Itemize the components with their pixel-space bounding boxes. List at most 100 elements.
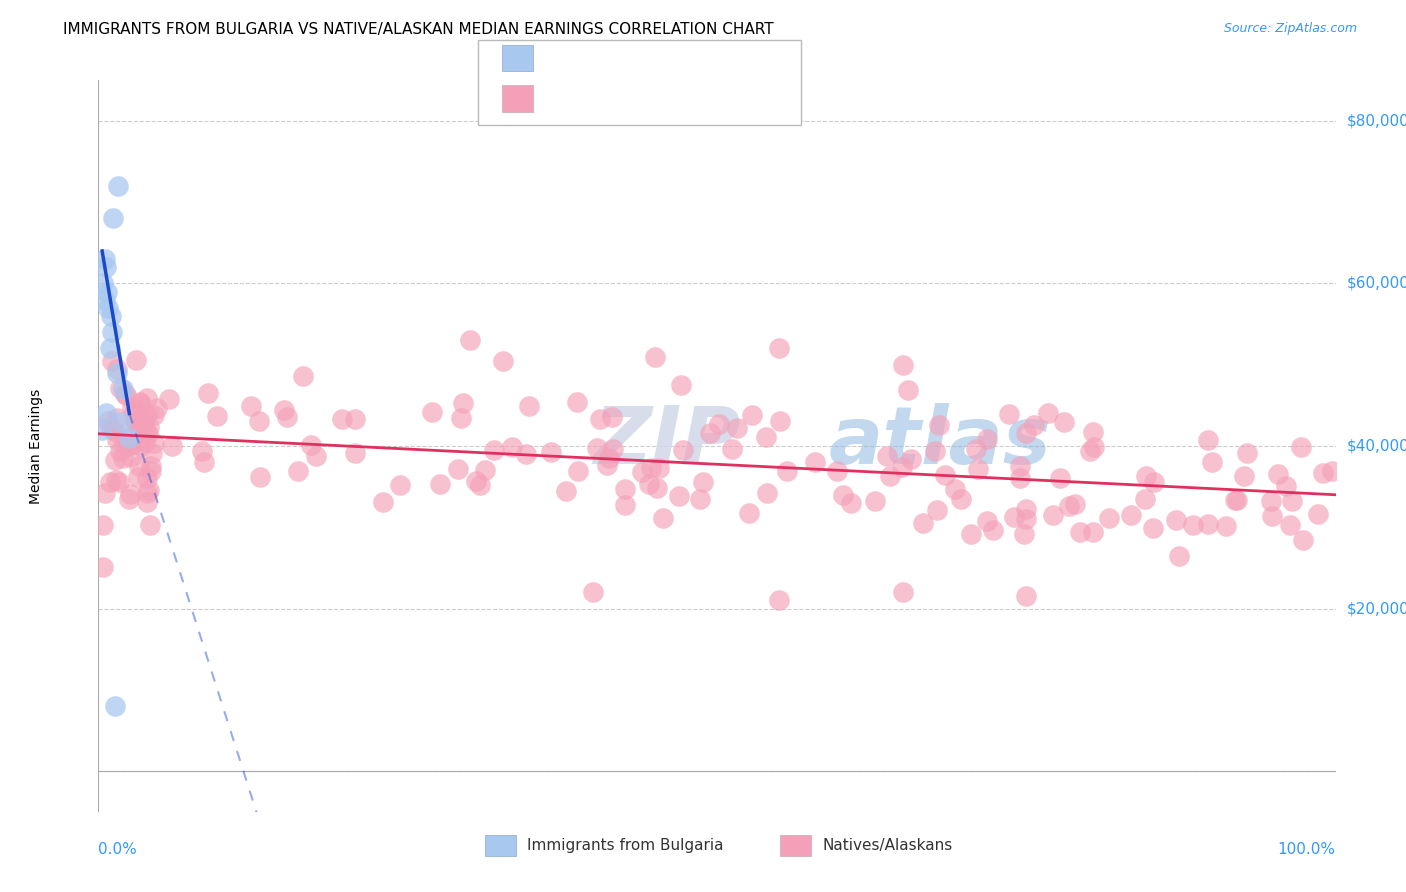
Natives/Alaskans (98, 475, 121, 490)
Natives/Alaskans (897, 383, 920, 397)
Natives/Alaskans (453, 396, 475, 410)
Natives/Alaskans (136, 427, 159, 442)
Immigrants from Bulgaria (112, 382, 135, 396)
Natives/Alaskans (756, 486, 779, 500)
Natives/Alaskans (94, 486, 117, 500)
Natives/Alaskans (1197, 517, 1219, 532)
Immigrants from Bulgaria (100, 309, 122, 323)
Natives/Alaskans (129, 439, 152, 453)
Immigrants from Bulgaria (93, 277, 115, 291)
Natives/Alaskans (924, 443, 946, 458)
Natives/Alaskans (110, 443, 132, 458)
Natives/Alaskans (1215, 519, 1237, 533)
Natives/Alaskans (879, 468, 901, 483)
Natives/Alaskans (965, 442, 987, 456)
Natives/Alaskans (1320, 465, 1343, 479)
Natives/Alaskans (91, 560, 114, 574)
Natives/Alaskans (613, 498, 636, 512)
Immigrants from Bulgaria (107, 178, 129, 193)
Natives/Alaskans (105, 433, 128, 447)
Text: -0.302: -0.302 (589, 51, 654, 69)
Natives/Alaskans (863, 494, 886, 508)
Natives/Alaskans (160, 439, 183, 453)
Natives/Alaskans (1097, 511, 1119, 525)
Natives/Alaskans (138, 483, 160, 498)
Natives/Alaskans (115, 388, 138, 402)
Natives/Alaskans (768, 342, 790, 356)
Natives/Alaskans (474, 462, 496, 476)
Natives/Alaskans (1049, 471, 1071, 485)
Immigrants from Bulgaria (97, 301, 120, 315)
Natives/Alaskans (586, 441, 609, 455)
Natives/Alaskans (1083, 425, 1105, 440)
Natives/Alaskans (630, 465, 652, 479)
Natives/Alaskans (998, 408, 1021, 422)
Natives/Alaskans (692, 475, 714, 489)
Natives/Alaskans (388, 478, 411, 492)
Natives/Alaskans (120, 487, 142, 501)
Natives/Alaskans (373, 494, 395, 508)
Natives/Alaskans (1142, 521, 1164, 535)
Natives/Alaskans (239, 399, 262, 413)
Natives/Alaskans (1008, 471, 1031, 485)
Natives/Alaskans (105, 473, 128, 487)
Natives/Alaskans (97, 414, 120, 428)
Text: $20,000: $20,000 (1347, 601, 1406, 616)
Natives/Alaskans (741, 409, 763, 423)
Natives/Alaskans (589, 412, 612, 426)
Natives/Alaskans (1081, 525, 1104, 540)
Natives/Alaskans (287, 464, 309, 478)
Text: Immigrants from Bulgaria: Immigrants from Bulgaria (527, 838, 724, 853)
Natives/Alaskans (482, 443, 505, 458)
Natives/Alaskans (775, 464, 797, 478)
Natives/Alaskans (959, 526, 981, 541)
Natives/Alaskans (1289, 441, 1312, 455)
Natives/Alaskans (1008, 458, 1031, 473)
Natives/Alaskans (966, 462, 988, 476)
Natives/Alaskans (1002, 510, 1025, 524)
Natives/Alaskans (1260, 494, 1282, 508)
Natives/Alaskans (925, 503, 948, 517)
Natives/Alaskans (1057, 499, 1080, 513)
Text: 100.0%: 100.0% (1278, 842, 1336, 857)
Natives/Alaskans (468, 478, 491, 492)
Text: Source: ZipAtlas.com: Source: ZipAtlas.com (1223, 22, 1357, 36)
Immigrants from Bulgaria (93, 293, 115, 307)
Natives/Alaskans (1015, 425, 1038, 440)
Natives/Alaskans (134, 435, 156, 450)
Natives/Alaskans (648, 460, 671, 475)
Natives/Alaskans (1119, 508, 1142, 523)
Natives/Alaskans (689, 491, 711, 506)
Natives/Alaskans (120, 450, 142, 464)
Natives/Alaskans (458, 334, 481, 348)
Natives/Alaskans (1233, 469, 1256, 483)
Natives/Alaskans (139, 518, 162, 533)
Text: Median Earnings: Median Earnings (28, 388, 42, 504)
Text: 0.0%: 0.0% (98, 842, 138, 857)
Immigrants from Bulgaria (103, 699, 125, 714)
Natives/Alaskans (447, 461, 470, 475)
Natives/Alaskans (117, 439, 139, 453)
Natives/Alaskans (135, 486, 157, 500)
Natives/Alaskans (671, 443, 693, 458)
Natives/Alaskans (139, 464, 162, 478)
Natives/Alaskans (699, 425, 721, 440)
Natives/Alaskans (112, 451, 135, 466)
Natives/Alaskans (876, 450, 898, 464)
Natives/Alaskans (125, 416, 148, 430)
Text: IMMIGRANTS FROM BULGARIA VS NATIVE/ALASKAN MEDIAN EARNINGS CORRELATION CHART: IMMIGRANTS FROM BULGARIA VS NATIVE/ALASK… (63, 22, 773, 37)
Natives/Alaskans (105, 361, 128, 376)
Natives/Alaskans (565, 395, 588, 409)
Natives/Alaskans (981, 523, 1004, 537)
Natives/Alaskans (976, 432, 998, 446)
Natives/Alaskans (91, 518, 114, 533)
Natives/Alaskans (146, 401, 169, 415)
Natives/Alaskans (1226, 493, 1249, 508)
Natives/Alaskans (582, 585, 605, 599)
Natives/Alaskans (343, 446, 366, 460)
Natives/Alaskans (127, 470, 149, 484)
Natives/Alaskans (249, 470, 271, 484)
Natives/Alaskans (1052, 415, 1074, 429)
Natives/Alaskans (205, 409, 228, 423)
Natives/Alaskans (1015, 590, 1038, 604)
